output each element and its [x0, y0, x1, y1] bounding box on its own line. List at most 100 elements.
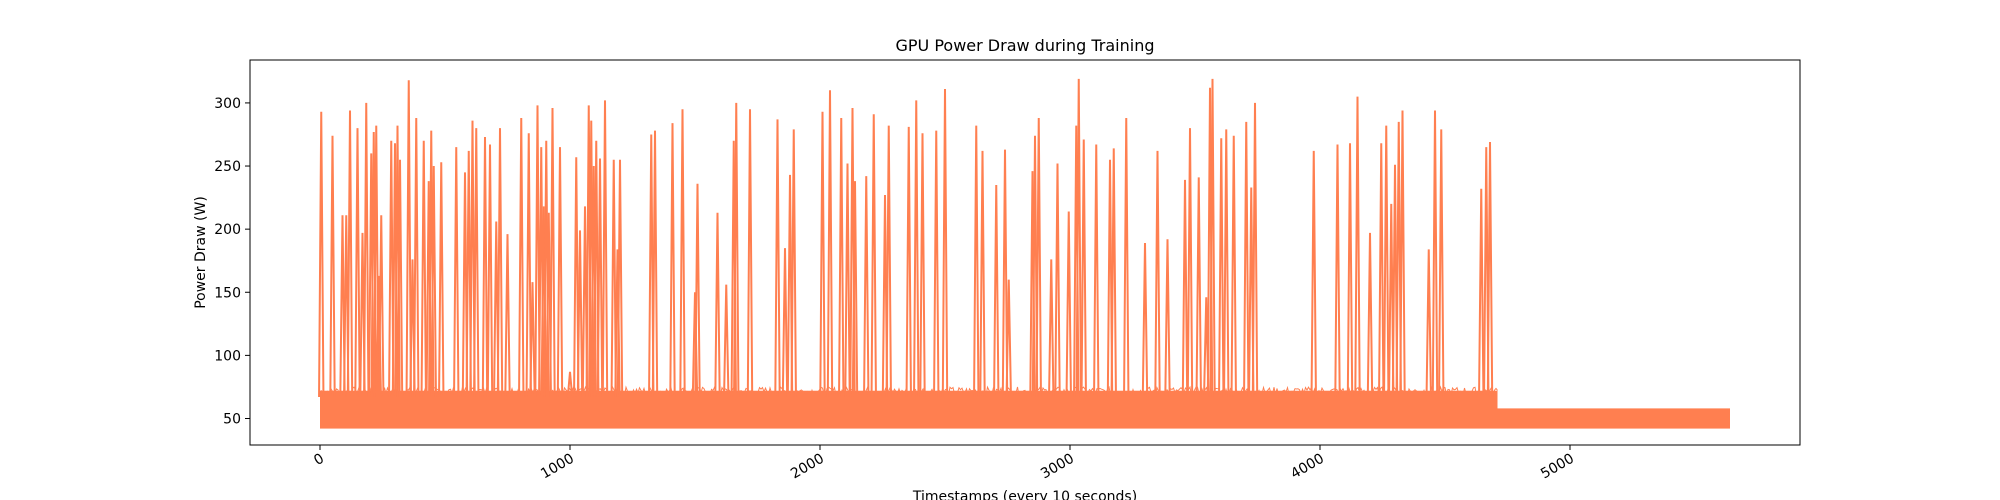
power-spike-82 — [885, 125, 892, 398]
power-spike-98 — [1065, 211, 1072, 398]
power-spike-120 — [1251, 102, 1259, 398]
power-spike-78 — [851, 181, 859, 398]
power-spike-69 — [774, 119, 781, 398]
power-spike-43 — [549, 107, 556, 398]
plot-area — [318, 78, 1730, 429]
power-spike-85 — [919, 133, 926, 398]
power-spike-91 — [1001, 149, 1009, 398]
power-spike-117 — [1230, 135, 1237, 398]
power-spike-63 — [694, 183, 701, 398]
power-spike-23 — [430, 166, 437, 398]
power-spike-60 — [669, 123, 676, 398]
x-axis-label: Timestamps (every 10 seconds) — [912, 489, 1137, 500]
x-tick-label-1000: 1000 — [538, 451, 577, 483]
power-spike-29 — [473, 128, 480, 398]
power-spike-61 — [679, 109, 686, 398]
power-spike-124 — [1354, 96, 1361, 398]
power-spike-102 — [1093, 144, 1100, 398]
y-tick-label-150: 150 — [214, 285, 241, 301]
power-spike-108 — [1164, 239, 1171, 398]
power-spike-54 — [601, 100, 609, 398]
power-spike-123 — [1346, 143, 1354, 398]
power-spike-37 — [529, 282, 536, 398]
power-spike-57 — [616, 159, 624, 398]
power-spike-86 — [933, 130, 940, 398]
power-spike-89 — [979, 150, 986, 398]
power-spike-125 — [1366, 232, 1374, 398]
power-spike-88 — [973, 125, 980, 398]
power-spike-80 — [870, 114, 877, 398]
power-spike-110 — [1186, 128, 1194, 398]
power-spike-36 — [525, 133, 532, 398]
power-spike-131 — [1399, 110, 1406, 398]
power-spike-76 — [844, 163, 851, 398]
power-spike-95 — [1035, 118, 1042, 398]
power-spike-115 — [1218, 138, 1225, 398]
power-spike-114 — [1209, 78, 1216, 398]
power-spike-67 — [733, 102, 740, 398]
power-spike-12 — [378, 215, 385, 398]
power-spike-72 — [790, 129, 797, 398]
power-spike-35 — [518, 118, 525, 398]
baseline-band-0 — [320, 390, 1498, 429]
power-spike-132 — [1425, 249, 1432, 398]
x-tick-label-4000: 4000 — [1288, 451, 1327, 483]
power-spike-16 — [396, 159, 404, 398]
power-spike-87 — [941, 89, 949, 398]
power-spike-19 — [413, 118, 420, 398]
baseline-band-1 — [1497, 408, 1730, 429]
y-tick-label-300: 300 — [214, 96, 241, 112]
power-spike-109 — [1181, 179, 1189, 398]
power-spike-65 — [723, 284, 730, 398]
power-spike-24 — [438, 162, 445, 398]
power-spike-20 — [420, 140, 427, 398]
x-tick-label-2000: 2000 — [788, 451, 827, 483]
power-spike-101 — [1080, 139, 1087, 398]
power-spike-74 — [826, 90, 834, 398]
plot-frame — [249, 59, 1801, 446]
power-spike-46 — [573, 157, 580, 398]
power-spike-30 — [481, 136, 489, 398]
power-spike-111 — [1195, 177, 1202, 398]
power-spike-90 — [993, 184, 1000, 398]
y-tick-label-250: 250 — [214, 159, 241, 175]
power-spike-118 — [1243, 121, 1250, 398]
chart-title: GPU Power Draw during Training — [895, 36, 1154, 55]
power-spike-53 — [596, 158, 604, 398]
power-spike-68 — [746, 109, 754, 398]
power-spike-106 — [1141, 243, 1149, 398]
power-spike-25 — [453, 147, 460, 398]
power-spike-116 — [1223, 129, 1230, 398]
y-axis: 50 100 150 200 250 300 — [214, 96, 250, 427]
power-spike-127 — [1383, 125, 1390, 398]
power-spike-64 — [714, 212, 721, 398]
power-spike-44 — [556, 147, 564, 398]
power-spike-75 — [838, 118, 845, 398]
power-spike-73 — [819, 111, 826, 398]
x-tick-label-0: 0 — [311, 451, 327, 469]
power-spike-104 — [1110, 148, 1117, 398]
power-spike-134 — [1438, 129, 1445, 398]
y-axis-label: Power Draw (W) — [193, 196, 209, 309]
power-spike-70 — [781, 248, 789, 398]
power-spike-55 — [610, 159, 617, 398]
y-tick-label-50: 50 — [223, 411, 241, 427]
power-spike-83 — [905, 126, 912, 398]
power-spike-79 — [863, 176, 870, 398]
power-spike-126 — [1378, 143, 1385, 398]
power-spike-100 — [1075, 78, 1082, 398]
power-spike-84 — [913, 100, 920, 398]
power-spike-4 — [346, 110, 354, 398]
power-spike-34 — [504, 234, 511, 398]
power-spike-59 — [651, 130, 659, 398]
power-spike-7 — [363, 102, 370, 398]
power-spike-1 — [329, 135, 336, 398]
power-spike-5 — [354, 128, 361, 398]
power-spike-97 — [1054, 163, 1061, 398]
power-spike-33 — [496, 128, 504, 398]
power-spike-0 — [318, 111, 325, 398]
power-spike-45 — [566, 371, 574, 398]
power-spike-135 — [1478, 188, 1485, 398]
power-spike-122 — [1334, 144, 1341, 398]
